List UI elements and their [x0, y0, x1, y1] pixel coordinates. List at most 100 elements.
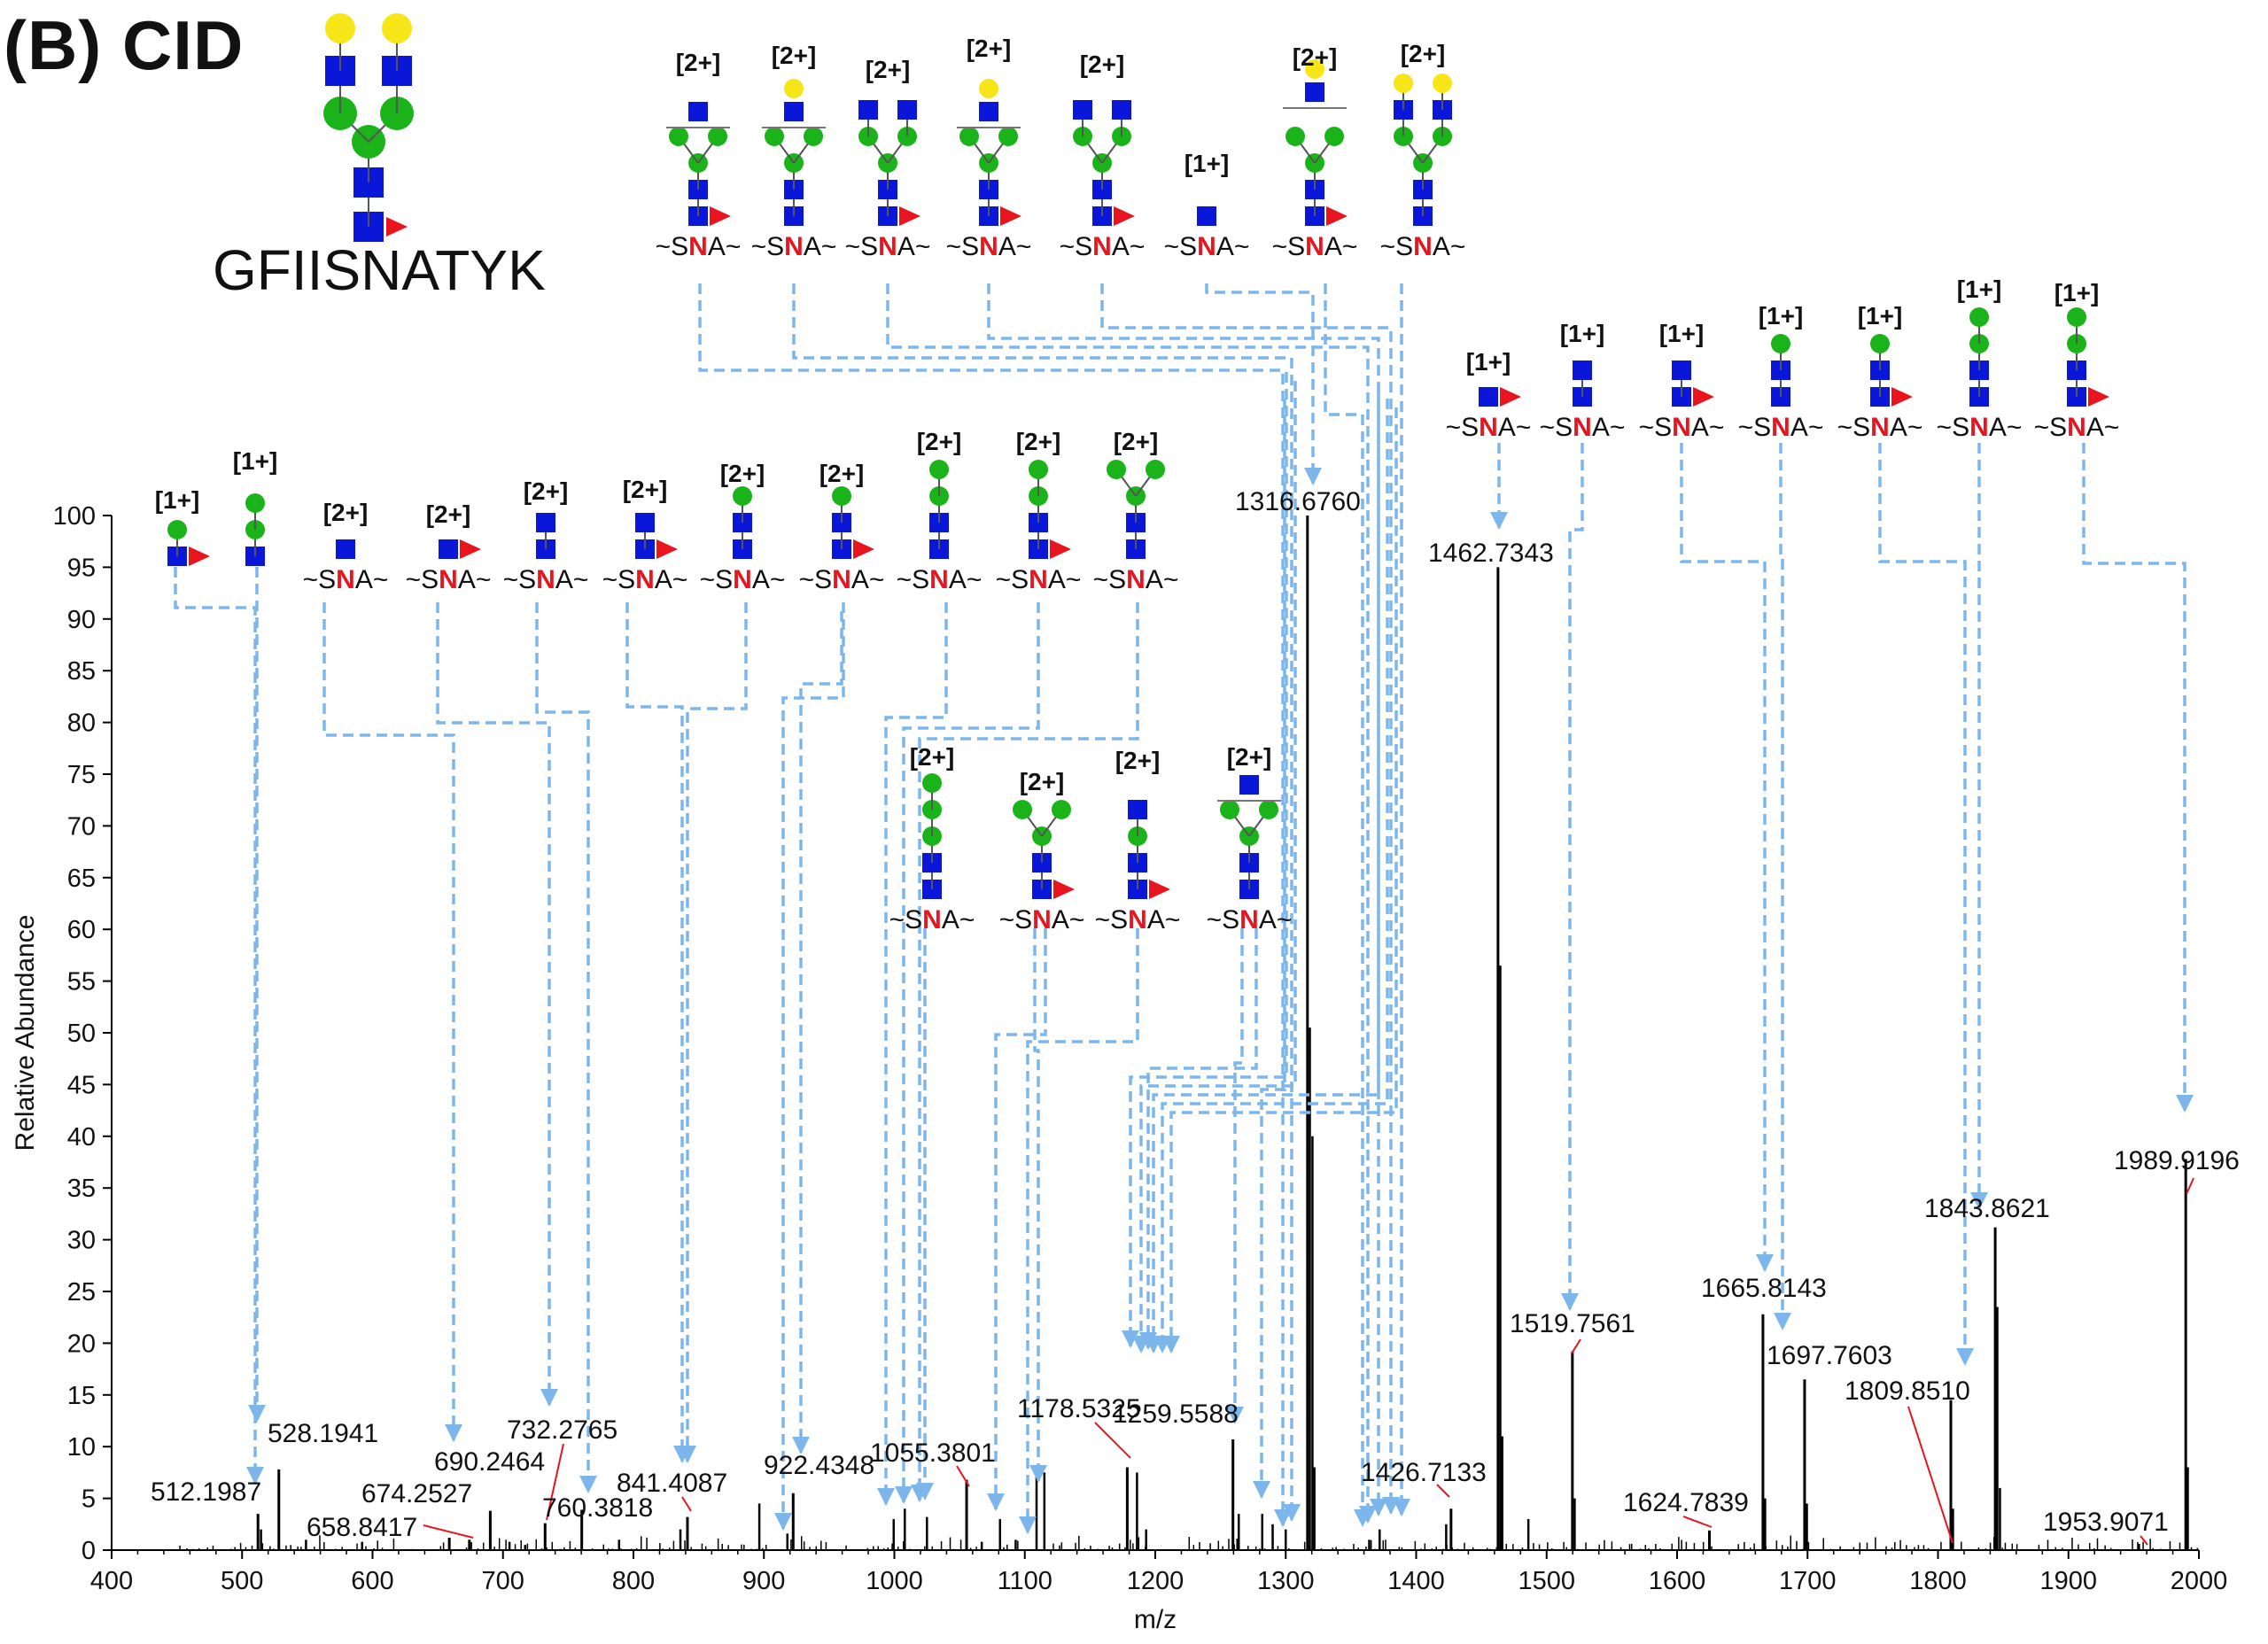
peptide-stub: ~SNA~ — [1060, 232, 1146, 261]
mannose-circle — [733, 486, 752, 506]
mannose-circle — [1107, 460, 1126, 479]
label-leader — [2186, 1177, 2194, 1195]
annotation-arrow-line — [625, 602, 684, 1462]
peptide-stub: ~SNA~ — [1207, 905, 1293, 934]
annotation-arrow-line — [436, 602, 551, 1405]
annotation-arrow-line — [698, 283, 1285, 1525]
charge-state: [2+] — [866, 56, 911, 83]
charge-state: [1+] — [1560, 320, 1605, 347]
x-tick-label: 2000 — [2171, 1567, 2228, 1595]
glycan-structures: ~SNA~ [2+] ~SNA~ [2+] ~SNA~ [2+] ~SNA~ [2+] ~SNA… — [155, 13, 2119, 934]
peptide-stub: ~SNA~ — [1093, 565, 1179, 594]
annotation-arrowhead — [1393, 1499, 1410, 1516]
charge-state: [1+] — [1759, 302, 1804, 330]
annotation-arrow-line — [918, 602, 1139, 1501]
peptide-stub: ~SNA~ — [602, 565, 688, 594]
peptide-stub: ~SNA~ — [1164, 232, 1250, 261]
glycan: ~SNA~ — [946, 79, 1031, 261]
hexnac-square — [336, 539, 355, 559]
x-tick-label: 1900 — [2039, 1567, 2097, 1595]
annotation-arrowhead — [1354, 1509, 1371, 1527]
mannose-circle — [1259, 800, 1278, 819]
label-leader — [2140, 1535, 2148, 1546]
charge-state: [2+] — [967, 35, 1012, 62]
annotation-arrowhead — [1132, 1336, 1150, 1353]
galactose-circle — [1394, 74, 1413, 93]
peptide-stub: ~SNA~ — [1380, 232, 1466, 261]
peak-label: 922.4348 — [764, 1451, 874, 1480]
x-axis-title: m/z — [1134, 1605, 1177, 1634]
y-tick-label: 65 — [67, 865, 96, 893]
charge-state: [2+] — [1114, 428, 1159, 455]
annotation-arrowhead — [445, 1424, 462, 1442]
x-tick-label: 1400 — [1387, 1567, 1445, 1595]
annotation-arrow-line — [2082, 443, 2186, 1111]
label-leader — [681, 1496, 692, 1512]
peak-label: 1953.9071 — [2043, 1508, 2169, 1537]
charge-state: [2+] — [720, 460, 765, 487]
peak-label: 528.1941 — [268, 1419, 378, 1448]
glycan: ~SNA~ — [999, 800, 1084, 934]
annotation-arrow-line — [1139, 381, 1297, 1352]
glycan: ~SNA~ — [303, 539, 388, 594]
y-tick-label: 75 — [67, 761, 96, 789]
charge-state: [2+] — [1227, 743, 1272, 771]
annotation-arrow-line — [1680, 443, 1767, 1270]
x-tick-label: 1500 — [1518, 1567, 1575, 1595]
charge-state: [2+] — [917, 428, 962, 455]
label-leader — [956, 1465, 970, 1487]
charge-state: [2+] — [323, 499, 369, 526]
precursor-glycan — [323, 13, 414, 242]
mannose-circle — [1029, 460, 1048, 479]
annotation-arrow-line — [1878, 443, 1967, 1364]
glycan: ~SNA~ — [503, 513, 588, 594]
glycan: ~SNA~ — [1095, 800, 1180, 934]
peak-label: 760.3818 — [542, 1493, 653, 1523]
annotation-arrow-line — [1568, 443, 1584, 1309]
glycan: ~SNA~ — [1738, 334, 1823, 442]
x-tick-label: 400 — [90, 1567, 133, 1595]
annotation-arrow-line — [884, 602, 948, 1504]
mannose-circle — [167, 520, 187, 539]
hexnac-square — [1573, 361, 1592, 380]
label-leader — [1094, 1422, 1131, 1459]
annotation-arrow-line — [1152, 390, 1380, 1352]
label-leader — [1682, 1516, 1713, 1528]
charge-state: [2+] — [1115, 747, 1161, 774]
galactose-circle — [784, 79, 804, 98]
peptide-stub: ~SNA~ — [1937, 413, 2023, 442]
spectrum-peaks — [179, 516, 2199, 1550]
annotation-arrow-line — [1169, 407, 1398, 1352]
annotation-arrowhead — [1274, 1509, 1292, 1527]
glycan: ~SNA~ — [1639, 361, 1724, 442]
x-tick-label: 1000 — [866, 1567, 923, 1595]
y-tick-label: 15 — [67, 1382, 96, 1410]
glycan: ~SNA~ — [996, 460, 1081, 594]
x-tick-label: 600 — [351, 1567, 393, 1595]
galactose-circle — [979, 79, 998, 98]
y-axis-title: Relative Abundance — [11, 915, 40, 1152]
peptide-stub: ~SNA~ — [889, 905, 975, 934]
hexnac-square — [688, 102, 708, 121]
annotation-arrow-line — [1100, 283, 1393, 1513]
annotation-arrowhead — [248, 1405, 266, 1423]
label-leader — [1571, 1338, 1581, 1354]
glycan — [167, 520, 210, 566]
glycan: ~SNA~ — [1164, 206, 1250, 261]
annotation-arrow-line — [799, 611, 843, 1453]
peak-label: 1519.7561 — [1510, 1309, 1635, 1338]
x-tick-label: 900 — [742, 1567, 785, 1595]
fucose-triangle — [1053, 880, 1075, 899]
mannose-circle — [1220, 800, 1239, 819]
mannose-circle — [1052, 800, 1071, 819]
hexnac-square — [1112, 100, 1131, 120]
charge-state: [1+] — [1858, 302, 1903, 330]
peptide-stub: ~SNA~ — [1446, 413, 1532, 442]
annotation-arrow-line — [792, 283, 1293, 1520]
glycan: ~SNA~ — [751, 79, 836, 261]
mannose-circle — [922, 773, 942, 793]
charge-state: [2+] — [1020, 768, 1065, 795]
mannose-circle — [245, 493, 265, 513]
glycan: ~SNA~ — [1060, 100, 1146, 261]
charge-state: [1+] — [1659, 320, 1705, 347]
